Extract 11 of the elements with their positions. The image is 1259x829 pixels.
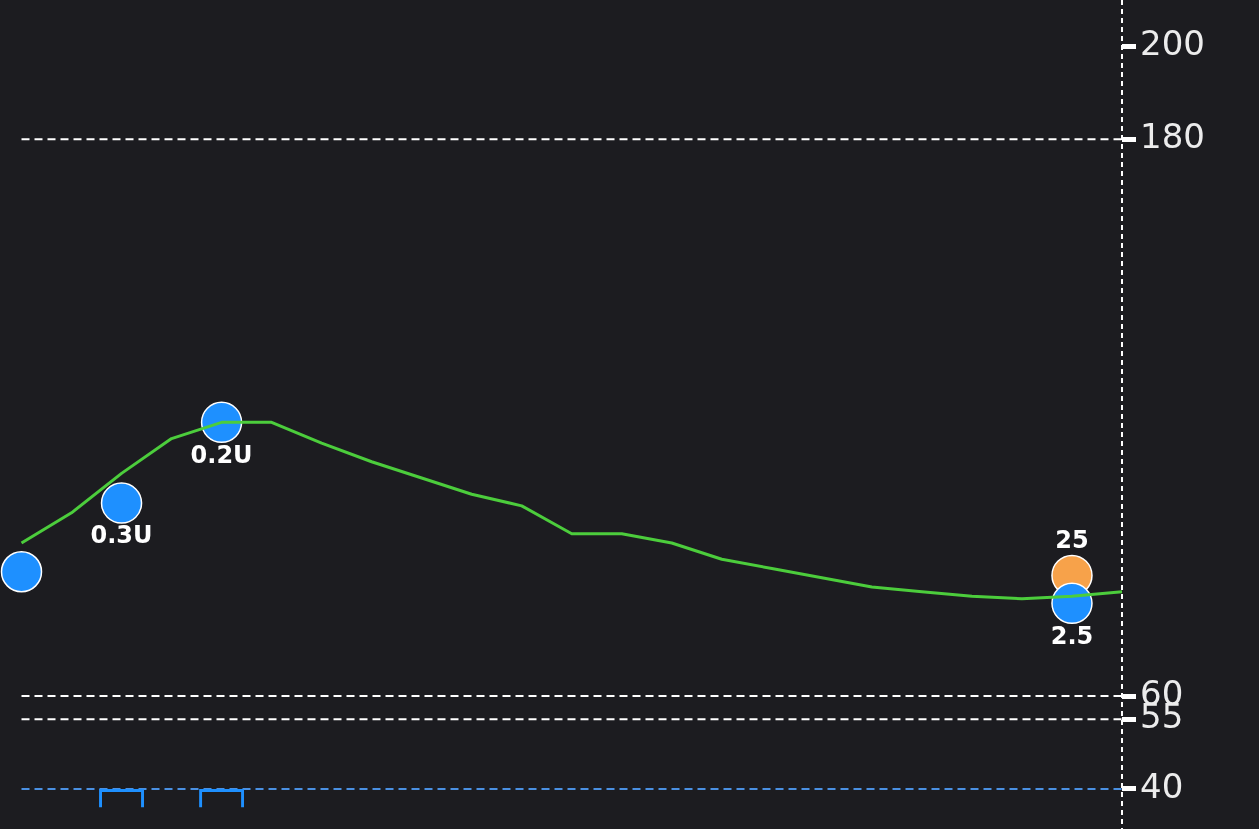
point (0, 551, 43, 593)
annotation: 0.2U (190, 440, 253, 469)
y-tick-label: 200 (1140, 23, 1205, 64)
annotation: 25 (1055, 525, 1089, 554)
point (1051, 582, 1093, 625)
annotation: 2.5 (1050, 621, 1094, 650)
point (200, 401, 243, 444)
point (100, 482, 143, 524)
y-tick-label: 180 (1140, 116, 1205, 157)
annotation: 0.3U (90, 521, 153, 550)
y-tick-label: 40 (1140, 765, 1184, 806)
